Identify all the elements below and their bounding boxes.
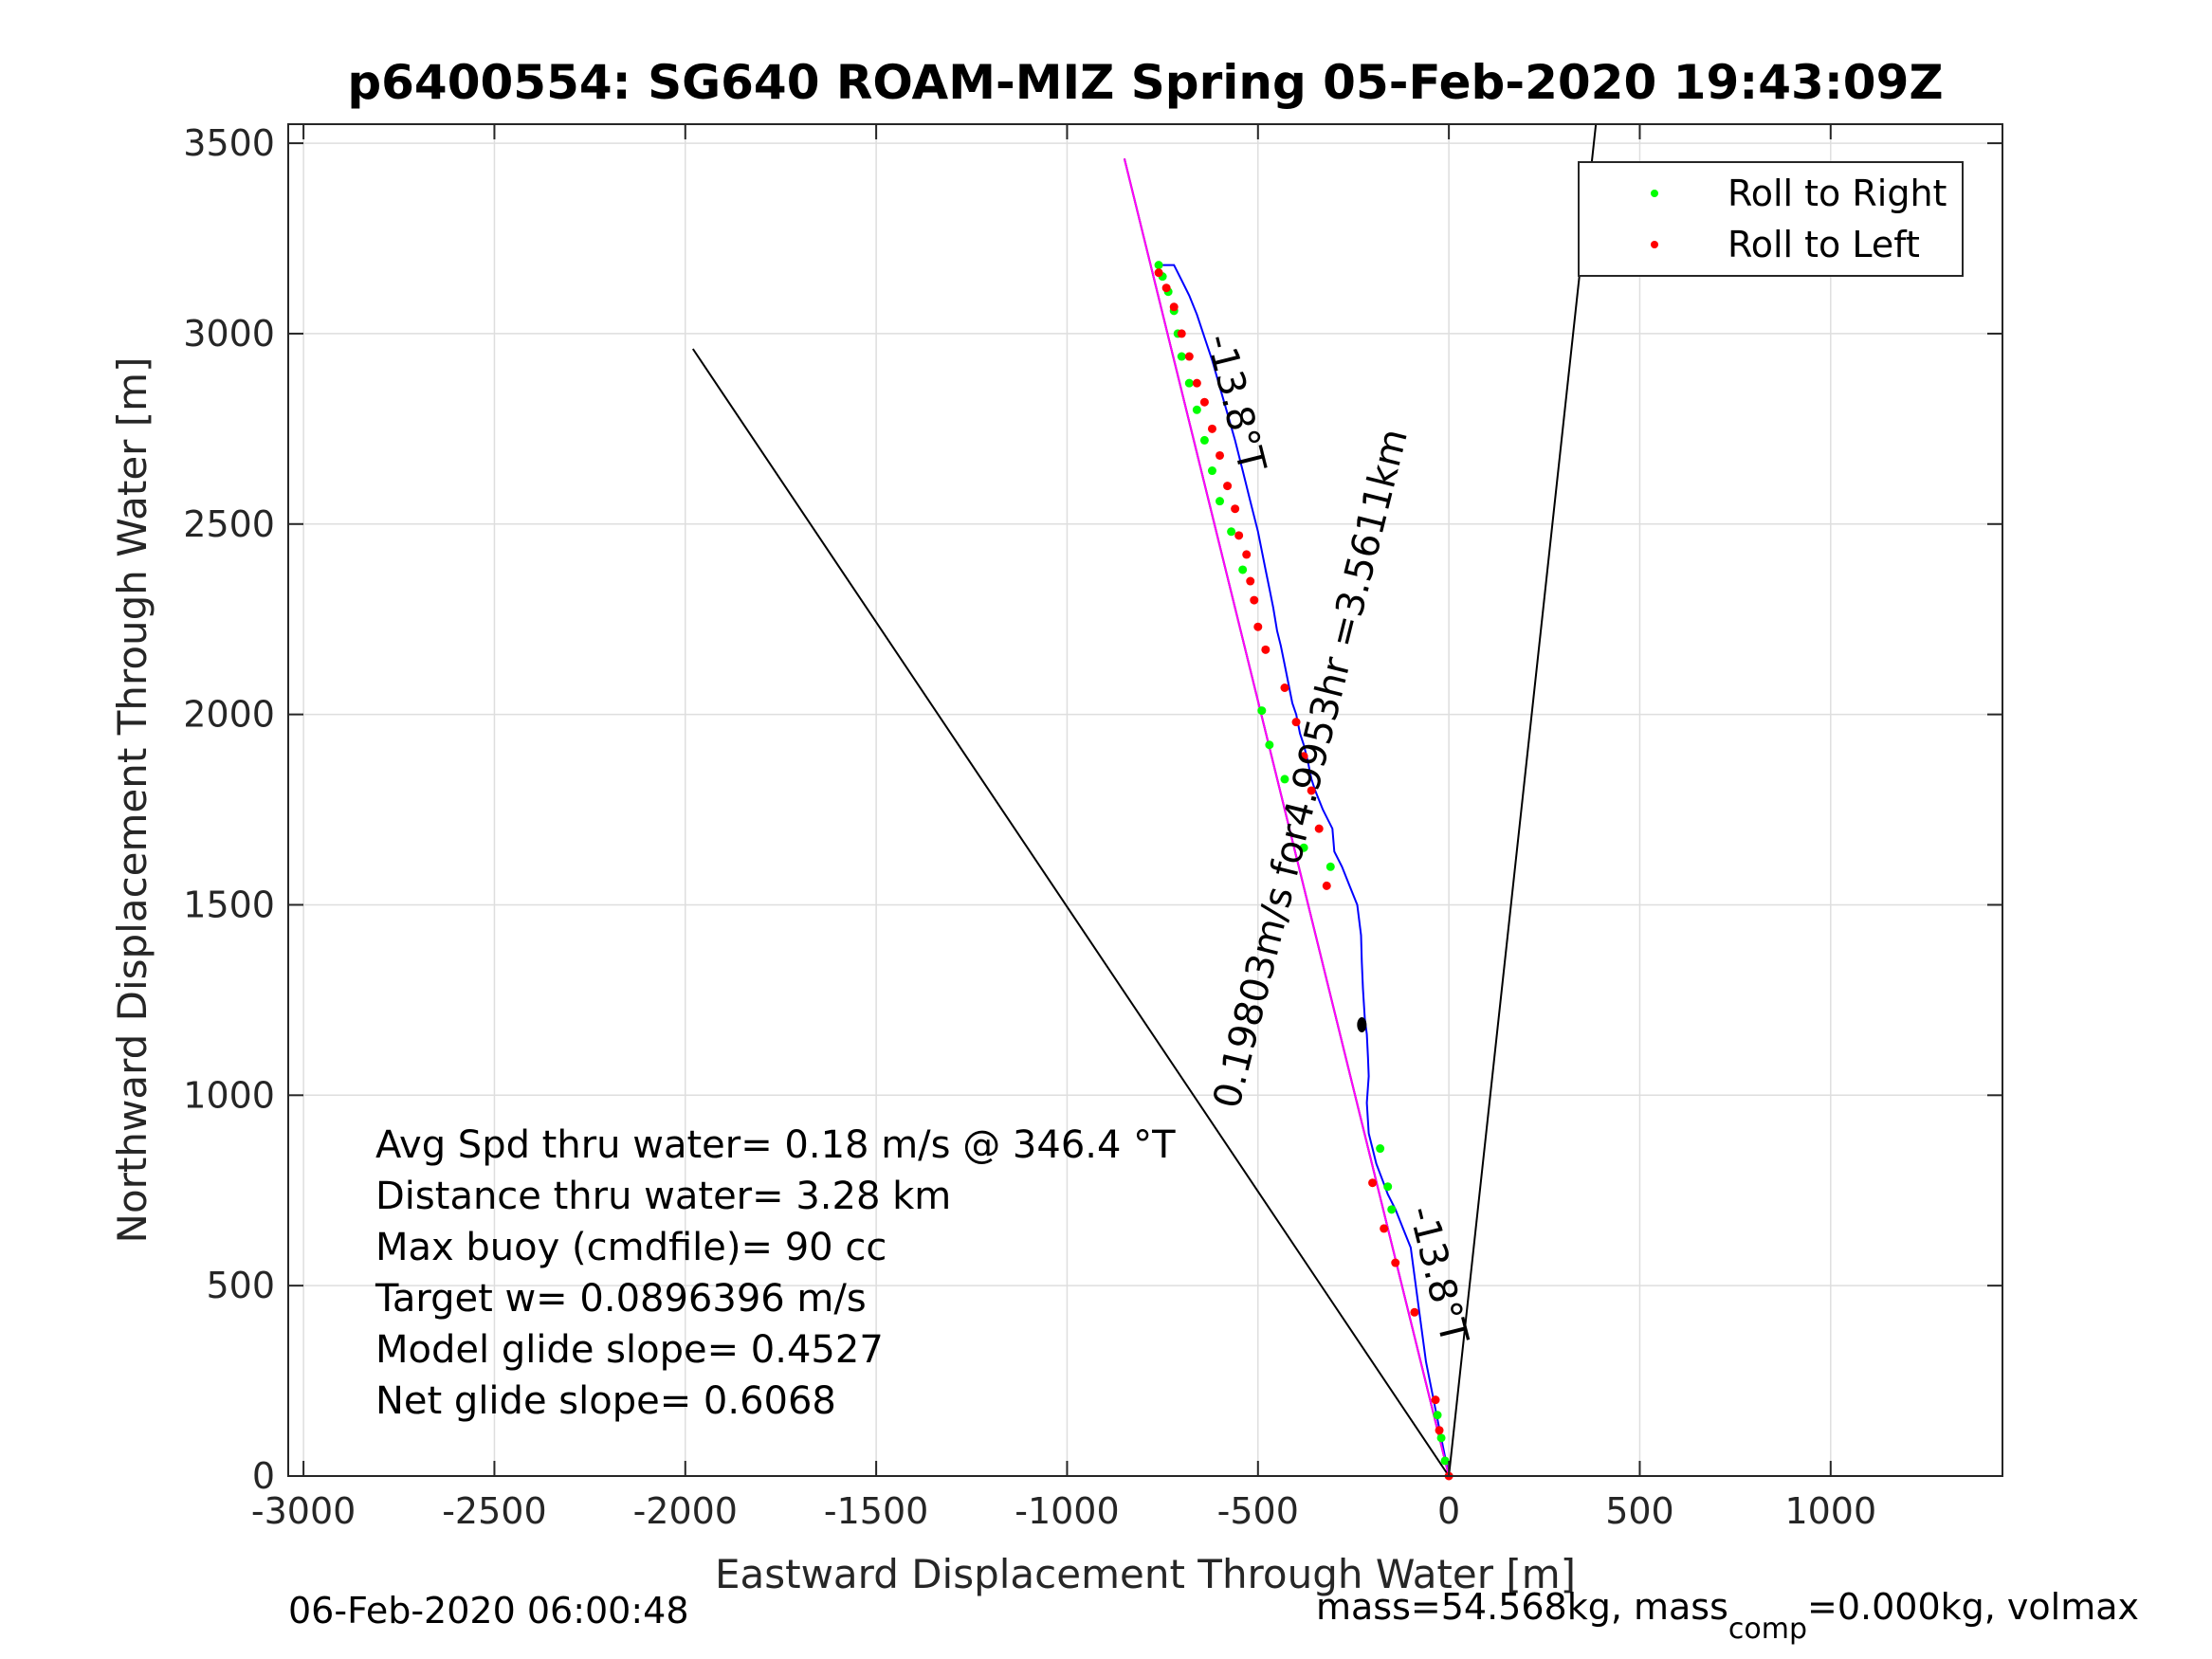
roll-left-point-16	[1246, 576, 1255, 586]
roll-left-point-6	[1391, 1258, 1400, 1267]
roll-right-point-4	[1383, 1182, 1393, 1192]
roll-left-point-26	[1177, 329, 1186, 338]
roll-left-point-15	[1250, 595, 1259, 605]
roll-left-point-13	[1261, 645, 1271, 654]
roll-left-point-20	[1223, 482, 1233, 491]
x-tick-label-4: -1000	[1015, 1490, 1119, 1532]
y-tick-label-2: 1000	[183, 1074, 275, 1116]
y-tick-label-5: 2500	[183, 503, 275, 545]
roll-left-point-23	[1199, 397, 1209, 407]
footer-mass-suffix: =0.000kg, volmax	[1807, 1586, 2139, 1628]
roll-left-point-12	[1280, 684, 1289, 693]
y-tick-label-4: 2000	[183, 694, 275, 736]
series-line-track-0	[1159, 264, 1451, 1477]
roll-left-point-19	[1231, 504, 1240, 514]
footer-mass-sub: comp	[1728, 1613, 1807, 1646]
roll-right-point-13	[1216, 497, 1225, 506]
roll-left-point-21	[1216, 450, 1225, 460]
x-tick-label-8: 1000	[1784, 1490, 1876, 1532]
roll-right-point-5	[1387, 1205, 1397, 1214]
y-tick-labels: 0 500 1000 1500 2000 2500 3000 3500	[183, 122, 275, 1497]
roll-right-point-10	[1257, 706, 1267, 716]
roll-left-point-14	[1253, 622, 1263, 631]
roll-left-point-25	[1184, 352, 1194, 361]
roll-left-point-9	[1307, 786, 1316, 795]
x-tick-label-6: 0	[1437, 1490, 1460, 1532]
stats-line-4: Model glide slope= 0.4527	[375, 1328, 884, 1372]
plot-frame	[287, 123, 2003, 1477]
x-tick-label-3: -1500	[824, 1490, 928, 1532]
series-line-reference-4	[1448, 123, 1598, 1477]
chart-title: p6400554: SG640 ROAM-MIZ Spring 05-Feb-2…	[347, 55, 1943, 110]
roll-right-point-16	[1192, 405, 1201, 414]
roll-left-point-4	[1380, 1224, 1389, 1233]
roll-right-point-17	[1184, 378, 1194, 388]
roll-left-point-5	[1368, 1178, 1378, 1188]
x-tick-labels: -3000 -2500 -2000 -1500 -1000 -500 0 500 1000	[251, 1490, 1876, 1532]
roll-right-point-9	[1265, 740, 1274, 750]
footer-mass-prefix: mass=54.568kg, mass	[1316, 1586, 1728, 1628]
x-axis-label: Eastward Displacement Through Water [m]	[715, 1551, 1576, 1597]
legend: Roll to Right Roll to Left	[1578, 161, 1964, 277]
roll-left-point-22	[1207, 424, 1216, 433]
x-tick-label-1: -2500	[442, 1490, 546, 1532]
legend-label-left: Roll to Left	[1728, 224, 1920, 265]
roll-left-point-11	[1291, 718, 1301, 727]
roll-right-point-15	[1199, 435, 1209, 445]
stats-line-2: Max buoy (cmdfile)= 90 cc	[375, 1226, 887, 1269]
roll-right-point-11	[1238, 565, 1248, 574]
x-tick-label-5: -500	[1217, 1490, 1299, 1532]
roll-points	[1154, 261, 1453, 1481]
roll-right-point-3	[1376, 1144, 1385, 1154]
stats-line-3: Target w= 0.0896396 m/s	[375, 1277, 867, 1321]
roll-right-point-23	[1154, 261, 1163, 270]
stats-line-1: Distance thru water= 3.28 km	[375, 1175, 951, 1218]
roll-left-point-17	[1242, 550, 1252, 559]
roll-right-point-6	[1325, 862, 1335, 871]
footer-mass: mass=54.568kg, masscomp=0.000kg, volmax	[1316, 1586, 2139, 1646]
series-line-model-1	[1123, 157, 1451, 1477]
roll-left-point-10	[1299, 752, 1308, 761]
x-tick-label-2: -2000	[633, 1490, 738, 1532]
roll-left-point-29	[1154, 268, 1163, 278]
footer-date: 06-Feb-2020 06:00:48	[288, 1590, 689, 1632]
x-tick-label-0: -3000	[251, 1490, 356, 1532]
roll-right-point-7	[1299, 843, 1308, 852]
stats-block: Avg Spd thru water= 0.18 m/s @ 346.4 °T D…	[375, 1123, 1176, 1423]
roll-left-point-28	[1161, 283, 1171, 293]
roll-right-point-12	[1227, 527, 1236, 537]
series-line-reference-3	[691, 348, 1450, 1477]
roll-left-point-18	[1234, 531, 1244, 540]
x-tick-label-7: 500	[1605, 1490, 1674, 1532]
y-axis-label: Northward Displacement Through Water [m]	[109, 357, 155, 1244]
roll-right-point-1	[1436, 1433, 1446, 1443]
stats-line-5: Net glide slope= 0.6068	[375, 1379, 836, 1423]
roll-left-point-8	[1314, 824, 1324, 833]
y-tick-label-0: 0	[252, 1455, 275, 1497]
roll-right-point-0	[1440, 1456, 1450, 1466]
axis-ticks	[288, 124, 2002, 1477]
legend-box	[1578, 161, 1964, 277]
legend-marker-right	[1651, 190, 1658, 197]
stats-line-0: Avg Spd thru water= 0.18 m/s @ 346.4 °T	[375, 1123, 1176, 1167]
y-tick-label-1: 500	[206, 1265, 275, 1306]
roll-right-point-2	[1433, 1411, 1442, 1420]
legend-marker-left	[1651, 241, 1658, 248]
y-tick-label-3: 1500	[183, 884, 275, 925]
roll-left-point-27	[1169, 302, 1179, 312]
track-marker	[1357, 1016, 1367, 1032]
legend-label-right: Roll to Right	[1728, 173, 1947, 214]
roll-right-point-18	[1177, 352, 1186, 361]
roll-left-point-2	[1431, 1395, 1440, 1405]
roll-right-point-14	[1207, 466, 1216, 476]
roll-left-point-1	[1435, 1426, 1444, 1435]
roll-left-point-24	[1192, 378, 1201, 388]
data-series	[1123, 157, 1451, 1477]
y-tick-label-7: 3500	[183, 122, 275, 164]
roll-right-point-8	[1280, 775, 1289, 784]
roll-left-point-3	[1410, 1307, 1419, 1317]
roll-left-point-7	[1322, 881, 1331, 890]
y-tick-label-6: 3000	[183, 313, 275, 355]
